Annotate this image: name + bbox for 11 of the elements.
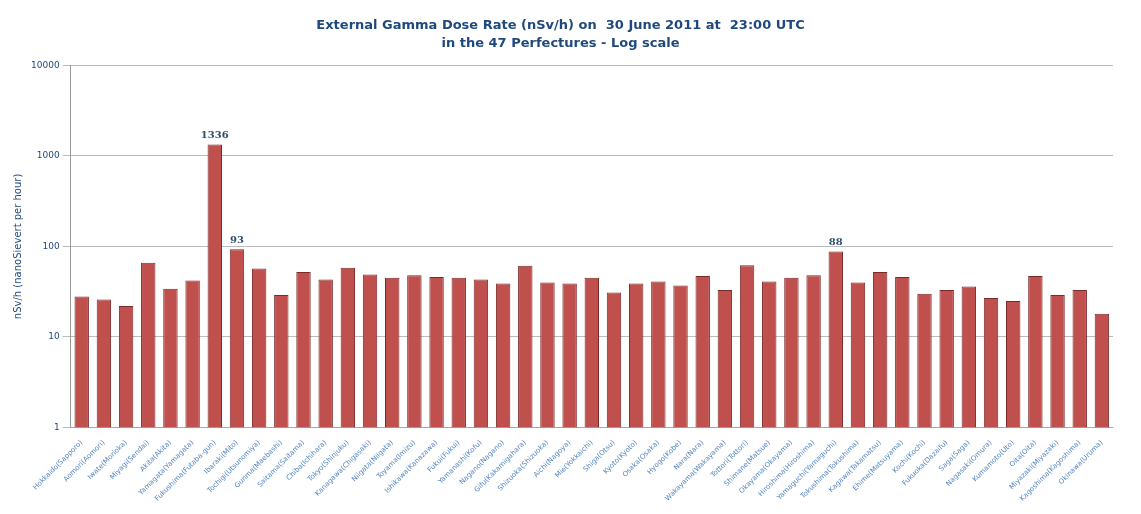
- y-tick-label: 100: [42, 240, 60, 251]
- y-tick-label: 1: [53, 421, 60, 432]
- y-tick-label: 1000: [36, 150, 60, 161]
- data-label: 88: [828, 236, 843, 248]
- data-label: 93: [230, 233, 244, 245]
- data-label: 1336: [200, 128, 229, 140]
- y-axis-title: nSv/h (nanoSievert per hour): [11, 173, 23, 320]
- y-tick-label: 10: [48, 331, 60, 342]
- y-tick-label: 10000: [30, 59, 60, 70]
- chart-subtitle: in the 47 Perfectures - Log scale: [441, 34, 680, 50]
- chart-title: External Gamma Dose Rate (nSv/h) on 30 June 2011 at 23:00 UTC: [316, 17, 805, 33]
